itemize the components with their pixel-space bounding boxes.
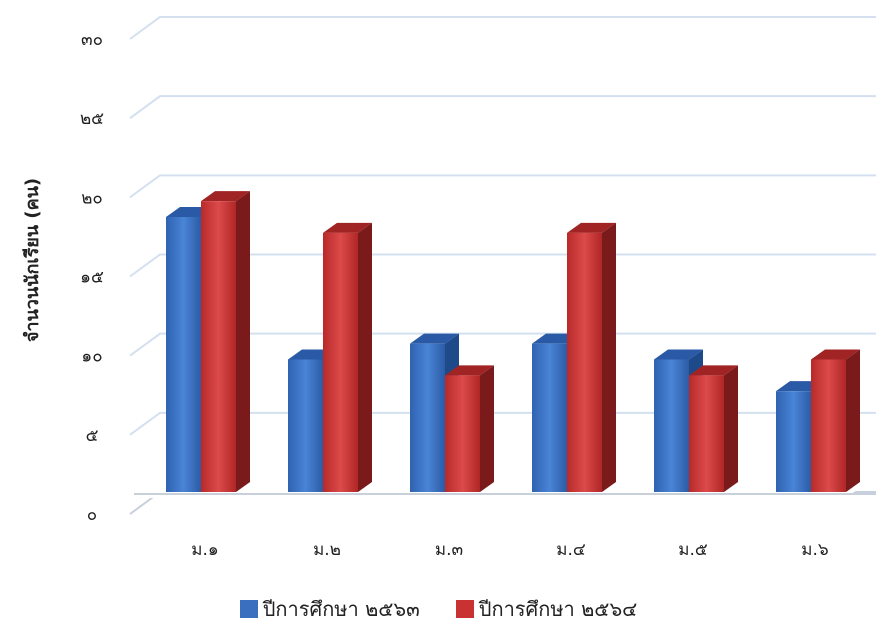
bar-front-face [410,343,445,492]
x-tick-label: ม.๑ [191,540,218,560]
bar-front-face [201,201,236,492]
bar-front-face [445,375,480,492]
bar-side-face [236,191,250,492]
bar-top-face [811,349,860,360]
y-tick-label: ๑๐ [81,347,102,367]
legend-item-2563: ปีการศึกษา ๒๕๖๓ [239,593,420,625]
x-tick-label: ม.๒ [313,540,341,560]
y-tick-label: ๕ [86,426,99,446]
bar-front-face [567,232,602,493]
y-tick-label: ๒๕ [80,109,104,129]
grid-lines [129,16,876,515]
bar-top-face [323,222,372,233]
x-tick-label: ม.๔ [556,540,586,560]
bar-top-face [445,365,494,376]
bar-1-1 [323,222,372,493]
gridline [129,332,876,357]
bar-top-face [410,333,459,344]
bar-front-face [323,232,358,493]
x-tick-label: ม.๓ [435,540,463,560]
bar-5-1 [811,349,860,492]
legend-swatch-blue [239,600,258,618]
x-tick-label: ม.๖ [801,540,828,560]
bar-side-face [602,222,616,493]
x-tick-label: ม.๕ [678,540,708,560]
gridline [129,253,876,278]
legend: ปีการศึกษา ๒๕๖๓ ปีการศึกษา ๒๕๖๔ [0,595,877,623]
bar-3-1 [567,222,616,493]
bar-top-face [654,349,703,360]
bar-0-1 [201,191,250,492]
legend-label-2563: ปีการศึกษา ๒๕๖๓ [262,597,420,621]
bar-side-face [846,349,860,492]
gridline [129,16,876,40]
bar-front-face [166,217,201,492]
bar-front-face [532,343,567,492]
y-axis-title: จำนวนนักเรียน (คน) [22,178,43,342]
bars [166,191,860,493]
gridline [129,95,876,119]
bar-side-face [724,365,738,492]
bar-side-face [358,222,372,493]
bar-top-face [689,365,738,376]
legend-label-2564: ปีการศึกษา ๒๕๖๔ [478,597,638,621]
y-axis-ticks: ๐ ๕ ๑๐ ๑๕ ๒๐ ๒๕ ๓๐ [80,30,104,525]
bar-front-face [811,359,846,492]
x-axis-ticks: ม.๑ ม.๒ ม.๓ ม.๔ ม.๕ ม.๖ [191,540,828,560]
bar-side-face [480,365,494,492]
y-tick-label: ๓๐ [81,30,103,50]
legend-item-2564: ปีการศึกษา ๒๕๖๔ [455,593,638,625]
gridline [129,174,876,199]
bar-front-face [689,375,724,492]
bar-front-face [776,391,811,492]
y-tick-label: ๒๐ [81,188,103,208]
bar-top-face [567,222,616,233]
bar-top-face [201,191,250,202]
gridline [129,411,876,436]
y-tick-label: ๐ [87,505,97,525]
bar-4-1 [689,365,738,492]
y-tick-label: ๑๕ [80,268,104,288]
bar-front-face [654,359,689,492]
bar-front-face [288,359,323,492]
legend-swatch-red [455,600,474,618]
bar-2-1 [445,365,494,492]
